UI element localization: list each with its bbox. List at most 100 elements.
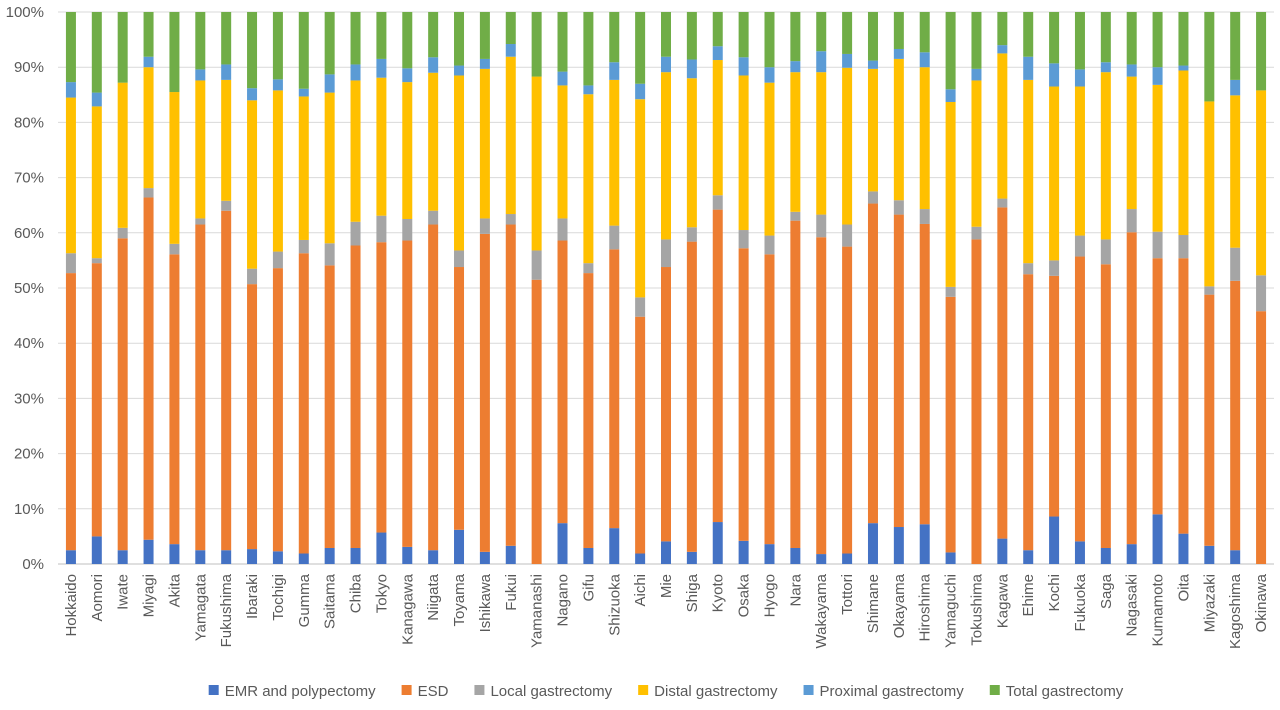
bar-segment — [583, 12, 594, 86]
bar-stack — [635, 12, 646, 564]
bar-stack — [221, 12, 232, 564]
bar-segment — [247, 284, 258, 550]
bar-stack — [117, 12, 128, 564]
bar-segment — [661, 72, 671, 240]
bar-segment — [635, 99, 646, 298]
x-tick-label: Yamagata — [192, 573, 209, 641]
bar-segment — [1126, 232, 1137, 545]
bar-segment — [557, 12, 568, 72]
x-tick-label: Kanagawa — [399, 573, 416, 645]
bar-segment — [117, 82, 128, 228]
bar-segment — [454, 267, 465, 530]
bar-stack — [661, 12, 671, 564]
x-tick-label: Gumma — [296, 573, 313, 627]
bar-segment — [1126, 209, 1137, 233]
bar-segment — [1023, 79, 1034, 264]
bar-segment — [65, 97, 76, 254]
bar-stack — [764, 12, 775, 564]
bar-segment — [350, 80, 361, 222]
bar-segment — [842, 12, 853, 54]
y-tick-label: 20% — [14, 446, 44, 463]
bar-segment — [919, 52, 930, 68]
bar-segment — [505, 44, 516, 57]
legend-item: Distal gastrectomy — [638, 683, 778, 700]
bar-stack — [1100, 12, 1111, 564]
bar-segment — [350, 245, 361, 548]
bar-segment — [454, 12, 465, 66]
bar-segment — [1023, 274, 1034, 551]
bar-segment — [195, 218, 206, 225]
legend-label: Local gastrectomy — [490, 683, 612, 700]
bar-segment — [531, 279, 542, 564]
bar-segment — [867, 12, 878, 61]
bar-segment — [1178, 70, 1189, 236]
bar-segment — [1100, 12, 1111, 63]
bar-stack — [428, 12, 439, 564]
y-tick-label: 40% — [14, 335, 44, 352]
bar-segment — [298, 553, 309, 564]
bar-segment — [428, 210, 439, 225]
bar-stack — [1049, 12, 1060, 564]
bar-segment — [376, 215, 387, 243]
bar-segment — [661, 267, 671, 542]
bar-segment — [997, 12, 1008, 46]
bar-segment — [221, 200, 232, 211]
x-tick-label: Kagoshima — [1227, 573, 1244, 649]
y-tick-label: 50% — [14, 280, 44, 297]
bar-segment — [635, 12, 646, 84]
bar-segment — [1230, 95, 1241, 248]
bar-segment — [402, 82, 413, 219]
bar-segment — [945, 286, 956, 297]
bar-segment — [1100, 62, 1111, 73]
bar-segment — [945, 12, 956, 90]
bar-segment — [91, 258, 102, 264]
bar-segment — [428, 12, 439, 58]
bar-segment — [1230, 247, 1241, 281]
bar-segment — [738, 12, 749, 58]
bar-segment — [867, 523, 878, 564]
bar-segment — [790, 72, 801, 212]
bar-segment — [738, 540, 749, 564]
bar-segment — [143, 12, 154, 57]
bar-stack — [1152, 12, 1163, 564]
bar-segment — [428, 57, 439, 73]
bar-segment — [1074, 541, 1085, 564]
bar-stack — [919, 12, 930, 564]
bar-segment — [479, 218, 490, 234]
bar-segment — [712, 60, 723, 196]
bar-segment — [712, 12, 723, 47]
bar-segment — [91, 12, 102, 93]
x-tick-label: Iwate — [115, 574, 132, 610]
x-tick-label: Okinawa — [1253, 573, 1270, 632]
bar-segment — [764, 235, 775, 255]
bar-segment — [195, 80, 206, 219]
bar-segment — [919, 223, 930, 525]
bar-segment — [298, 12, 309, 89]
y-tick-label: 60% — [14, 225, 44, 242]
bar-segment — [919, 12, 930, 53]
bar-segment — [816, 12, 827, 52]
bar-stack — [1178, 12, 1189, 564]
bar-stack — [479, 12, 490, 564]
bar-segment — [169, 92, 180, 244]
bar-segment — [195, 69, 206, 81]
bar-stack — [169, 12, 180, 564]
x-tick-label: Aichi — [632, 574, 649, 607]
bar-segment — [557, 240, 568, 524]
bar-segment — [971, 12, 982, 69]
x-tick-label: Saga — [1098, 573, 1115, 609]
bar-stack — [298, 12, 309, 564]
bar-segment — [143, 539, 154, 564]
bar-segment — [1023, 263, 1034, 275]
bar-segment — [583, 94, 594, 264]
bar-segment — [1230, 12, 1241, 80]
bar-stack — [324, 12, 335, 564]
bar-segment — [195, 12, 206, 70]
bar-stack — [247, 12, 258, 564]
bar-segment — [247, 88, 258, 101]
bar-segment — [428, 224, 439, 551]
bar-segment — [1049, 516, 1060, 564]
bar-segment — [790, 12, 801, 62]
legend-swatch — [803, 685, 814, 695]
bar-segment — [764, 544, 775, 564]
